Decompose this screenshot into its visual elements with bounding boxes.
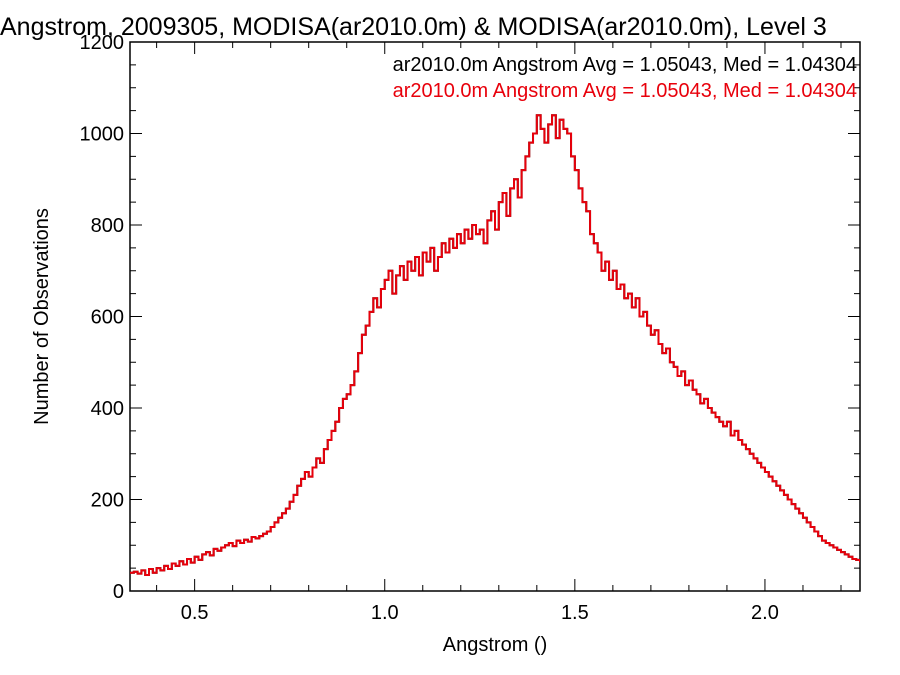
x-tick-label: 1.0 [371, 602, 399, 624]
chart-title: Angstrom, 2009305, MODISA(ar2010.0m) & M… [0, 13, 827, 41]
series-layer [130, 114, 860, 576]
y-tick-label: 800 [91, 215, 124, 237]
histogram-series-1 [130, 114, 860, 576]
y-axis-title: Number of Observations [31, 208, 53, 425]
y-tick-label: 400 [91, 398, 124, 420]
y-tick-label: 1200 [80, 32, 125, 54]
y-axis-ticks: 0 200 400 600 800 1000 1200 [80, 32, 860, 603]
x-axis-ticks: 0.5 1.0 1.5 2.0 [156, 42, 842, 624]
x-tick-label: 2.0 [751, 602, 779, 624]
x-axis-title: Angstrom () [443, 634, 547, 656]
y-tick-label: 200 [91, 490, 124, 512]
legend-entry-black: ar2010.0m Angstrom Avg = 1.05043, Med = … [393, 54, 857, 76]
y-tick-label: 0 [113, 581, 124, 603]
x-tick-label: 1.5 [561, 602, 589, 624]
y-tick-label: 600 [91, 307, 124, 329]
legend-entry-red: ar2010.0m Angstrom Avg = 1.05043, Med = … [393, 80, 857, 102]
y-tick-label: 1000 [80, 124, 125, 146]
x-tick-label: 0.5 [181, 602, 209, 624]
plot-frame [129, 41, 861, 592]
